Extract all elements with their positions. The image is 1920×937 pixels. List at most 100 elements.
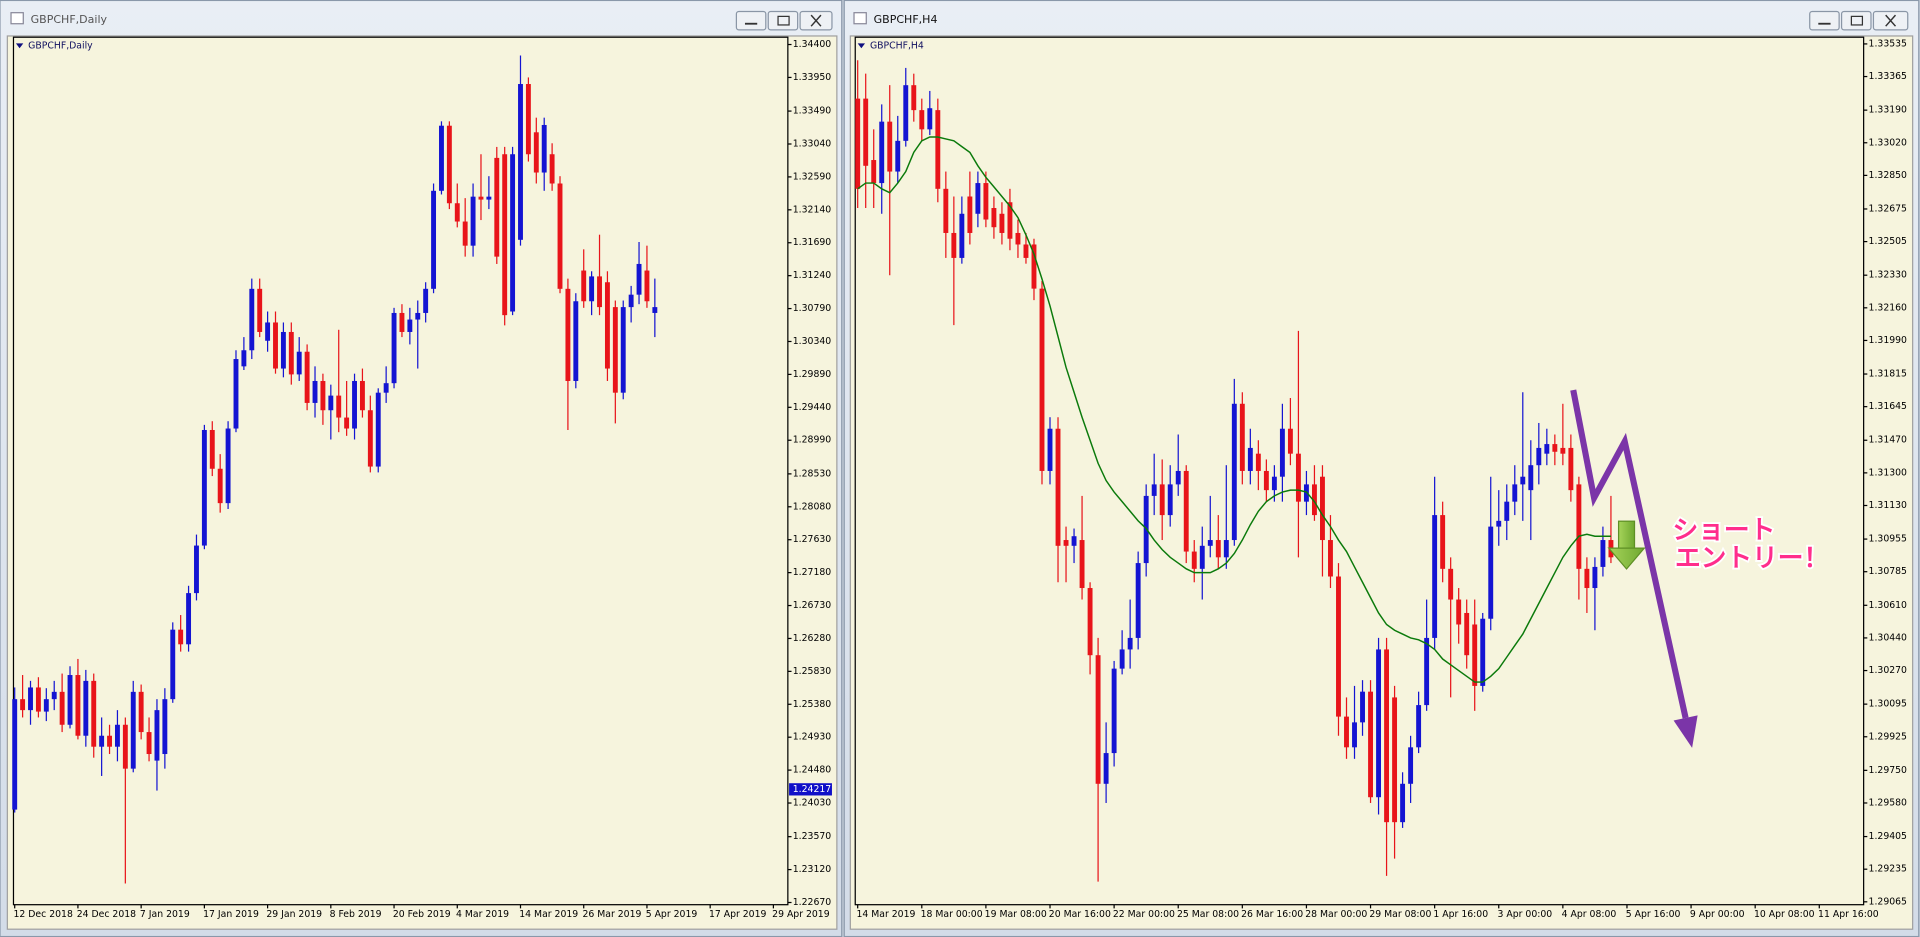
candle-body [454, 203, 460, 222]
candle-body [1287, 428, 1293, 454]
y-tick-label: 1.32675 [1869, 203, 1908, 214]
candle-body [415, 312, 421, 320]
candle-body [991, 208, 997, 228]
candle-body [597, 276, 602, 308]
candle-body [154, 710, 160, 761]
candle-body [114, 724, 120, 747]
candle-body [352, 380, 357, 429]
y-tick-label: 1.31690 [793, 237, 832, 248]
y-tick-label: 1.33365 [1869, 71, 1908, 82]
y-tick-label: 1.29440 [793, 402, 832, 413]
x-tick-label: 28 Mar 00:00 [1305, 909, 1367, 920]
candle-body [1512, 484, 1518, 502]
window-icon [10, 12, 24, 25]
candle-body [1464, 612, 1470, 656]
candle-body [652, 307, 658, 313]
maximize-button[interactable] [767, 10, 799, 31]
icon [1885, 14, 1897, 27]
candle-body [407, 319, 413, 332]
y-tick-label: 1.26730 [793, 600, 832, 611]
y-tick-label: 1.30790 [793, 303, 832, 314]
candle-body [525, 84, 531, 155]
candle-body [1432, 515, 1438, 638]
candle-body [328, 395, 334, 411]
candle-body [375, 392, 381, 467]
y-tick-label: 1.33535 [1869, 38, 1908, 49]
y-tick-label: 1.22670 [793, 897, 832, 908]
candle-body [510, 154, 516, 312]
candle-body [871, 160, 877, 184]
candle-body [911, 85, 917, 111]
candle-body [1103, 753, 1109, 784]
y-tick-label: 1.31815 [1869, 369, 1908, 380]
candle-body [1071, 536, 1077, 546]
x-tick-label: 26 Mar 2019 [582, 909, 641, 920]
candle-body [1552, 444, 1558, 452]
x-tick-label: 29 Apr 2019 [772, 909, 830, 920]
y-tick-label: 1.29890 [793, 369, 832, 380]
minimize-button[interactable] [735, 10, 767, 31]
x-tick-label: 12 Dec 2018 [13, 909, 72, 920]
x-tick-label: 22 Mar 00:00 [1113, 909, 1175, 920]
candle-body [91, 680, 97, 747]
candle-body [983, 183, 989, 220]
candle-body [1183, 470, 1189, 552]
candle-body [201, 429, 207, 546]
candle-body [1263, 470, 1269, 491]
y-tick-label: 1.30440 [1869, 632, 1908, 643]
candle-body [43, 699, 49, 712]
candle-body [35, 687, 41, 712]
candle-body [565, 288, 571, 381]
y-tick-label: 1.28530 [793, 468, 832, 479]
candle-body [975, 183, 981, 214]
x-tick-label: 24 Dec 2018 [77, 909, 136, 920]
y-tick-label: 1.31240 [793, 270, 832, 281]
candle-body [581, 270, 587, 302]
candle-body [1007, 202, 1013, 239]
y-tick-label: 1.30610 [1869, 600, 1908, 611]
candle-body [99, 735, 105, 747]
candle-body [1239, 403, 1245, 471]
candle-body [233, 359, 239, 429]
candle-body [1015, 232, 1021, 245]
y-tick-label: 1.25830 [793, 666, 832, 677]
y-tick-label: 1.32140 [793, 204, 832, 215]
y-tick-label: 1.23120 [793, 864, 832, 875]
x-tick-label: 20 Feb 2019 [393, 909, 451, 920]
annotation-arrows [1570, 389, 1698, 748]
candle-body [1167, 484, 1173, 516]
y-tick-label: 1.34400 [793, 39, 832, 50]
x-tick-label: 10 Apr 08:00 [1754, 909, 1815, 920]
maximize-button[interactable] [1840, 10, 1872, 31]
candle-body [518, 84, 523, 240]
candle-body [288, 331, 294, 375]
plot-area [854, 36, 1865, 906]
candle-body [1496, 520, 1502, 527]
candle-body [1279, 428, 1285, 477]
candle-body [1392, 697, 1398, 823]
x-tick-label: 25 Mar 08:00 [1177, 909, 1239, 920]
candle-body [146, 732, 152, 755]
candle-body [494, 157, 500, 257]
minimize-button[interactable] [1809, 10, 1840, 31]
candle-body [999, 213, 1005, 233]
x-tick-label: 17 Apr 2019 [709, 909, 767, 920]
candle-body [304, 351, 310, 403]
candle-body [1047, 428, 1053, 471]
candle-body [486, 196, 492, 200]
y-tick-label: 1.24030 [793, 798, 832, 809]
y-tick-label: 1.28990 [793, 435, 832, 446]
x-tick-label: 29 Jan 2019 [266, 909, 322, 920]
candle-body [1336, 576, 1341, 717]
candle-body [1480, 618, 1486, 686]
candle-body [1352, 722, 1357, 748]
candle-body [1408, 747, 1414, 784]
x-tick-label: 20 Mar 16:00 [1049, 909, 1111, 920]
y-tick-label: 1.29580 [1869, 797, 1908, 808]
candle-body [280, 331, 286, 369]
candle-body [431, 190, 437, 289]
candle-body [895, 140, 901, 172]
candle-body [336, 395, 342, 418]
x-tick-label: 17 Jan 2019 [203, 909, 259, 920]
